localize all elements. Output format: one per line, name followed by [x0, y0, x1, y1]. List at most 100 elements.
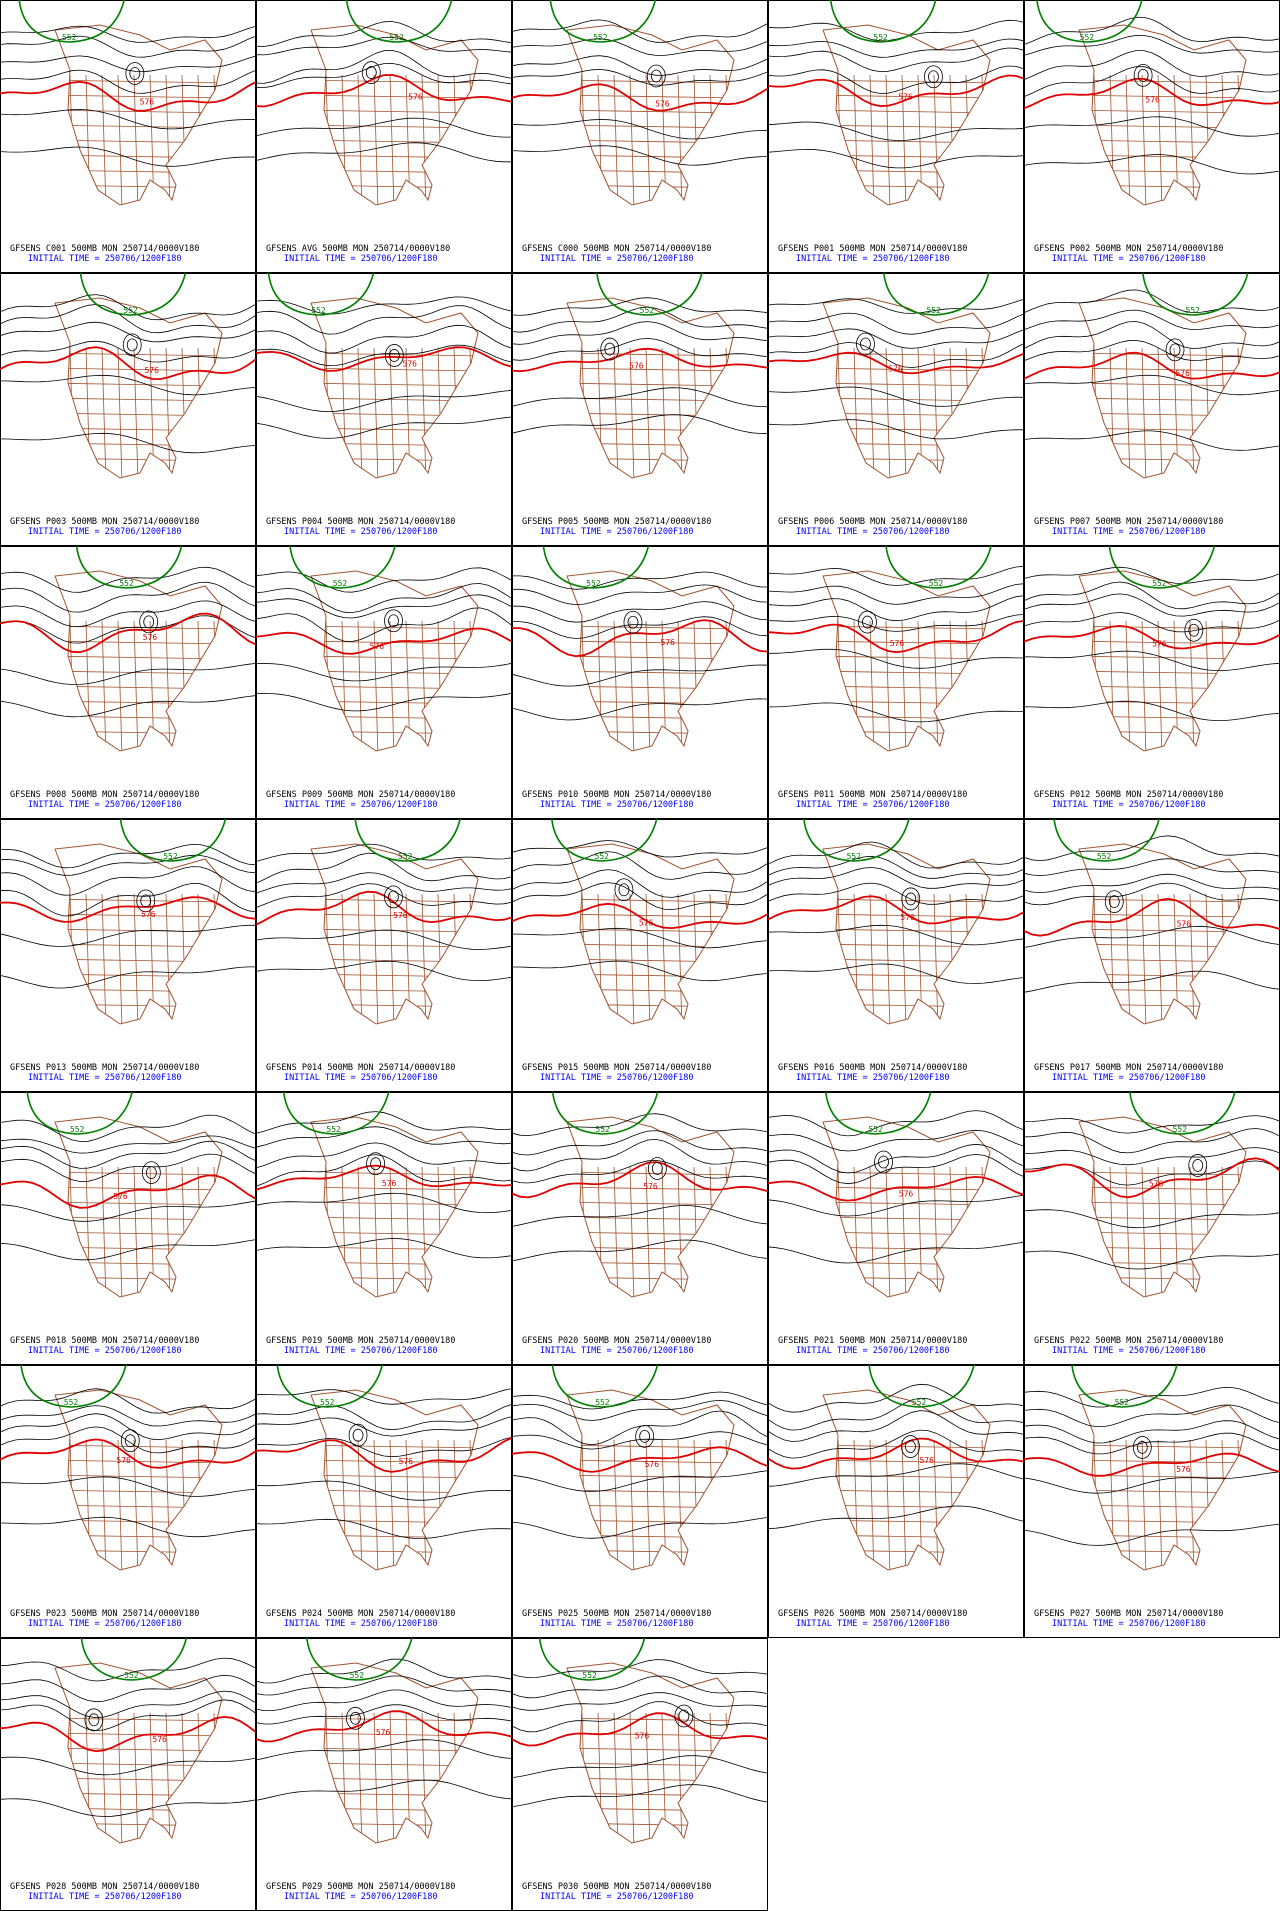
border	[933, 893, 939, 1024]
map-panel: 552 576 GFSENS P009 500MB MON 250714/0000V…	[255, 545, 513, 819]
contour-552	[289, 545, 396, 589]
contour	[1023, 970, 1280, 993]
coastline	[310, 297, 479, 479]
run-label: GFSENS P022 500MB MON 250714/0000V180	[1034, 1336, 1223, 1346]
contour-576	[511, 1161, 769, 1199]
closed-low	[388, 890, 399, 904]
contour	[767, 1410, 1025, 1442]
map-panel: 552 576 GFSENS P028 500MB MON 250714/0000V…	[0, 1637, 257, 1911]
border	[677, 893, 683, 1024]
init-time-label: INITIAL TIME = 250706/1200F180	[28, 800, 182, 810]
init-time-label: INITIAL TIME = 250706/1200F180	[1052, 1619, 1206, 1629]
border	[613, 1712, 619, 1843]
contour	[0, 432, 257, 454]
map-panel: 552 576 GFSENS P023 500MB MON 250714/0000V…	[0, 1364, 257, 1638]
panel-frame	[512, 546, 768, 819]
contour	[767, 583, 1025, 605]
border	[1157, 347, 1163, 478]
border	[133, 893, 139, 1024]
coastline	[310, 1389, 479, 1571]
contour	[511, 297, 769, 316]
contour	[767, 1397, 1025, 1431]
border	[869, 893, 875, 1024]
closed-low	[1137, 68, 1149, 82]
run-label: GFSENS P025 500MB MON 250714/0000V180	[522, 1609, 711, 1619]
map-panel: 552 576 GFSENS P011 500MB MON 250714/0000V…	[767, 545, 1025, 819]
contour	[255, 1436, 513, 1458]
coastline	[1078, 1389, 1247, 1571]
contour-552	[1053, 818, 1160, 862]
contour-label: 552	[927, 306, 942, 315]
run-label: GFSENS P014 500MB MON 250714/0000V180	[266, 1063, 455, 1073]
contour	[1023, 50, 1280, 81]
border	[645, 1439, 651, 1570]
border	[901, 347, 907, 478]
contour-552	[551, 1364, 659, 1408]
closed-low	[352, 1428, 364, 1442]
map-panel: 552 576 GFSENS P018 500MB MON 250714/0000V…	[0, 1091, 257, 1365]
contour	[511, 882, 769, 911]
border	[869, 347, 875, 478]
border	[885, 347, 891, 478]
contour-576	[255, 627, 513, 655]
init-time-label: INITIAL TIME = 250706/1200F180	[28, 1892, 182, 1902]
contour	[511, 698, 769, 721]
closed-low	[901, 1435, 920, 1458]
panel-frame	[512, 1638, 768, 1911]
contour	[512, 601, 769, 623]
closed-low	[858, 610, 877, 634]
contour-576	[255, 1710, 513, 1743]
contour	[255, 607, 513, 642]
contour	[0, 854, 257, 876]
border	[1125, 1439, 1131, 1570]
contour-label: 576	[635, 1732, 650, 1741]
closed-low	[365, 66, 377, 79]
contour-552	[551, 1091, 659, 1135]
contour-label: 576	[145, 366, 160, 375]
contour	[1023, 700, 1280, 721]
closed-low	[650, 69, 662, 83]
contour-label: 576	[639, 918, 654, 927]
map-panel: 552 576 GFSENS P026 500MB MON 250714/0000V…	[767, 1364, 1025, 1638]
init-time-label: INITIAL TIME = 250706/1200F180	[284, 1619, 438, 1629]
contour	[1023, 154, 1280, 175]
init-time-label: INITIAL TIME = 250706/1200F180	[796, 254, 950, 264]
coastline	[566, 24, 735, 206]
coastline	[1078, 1116, 1247, 1298]
border	[1157, 893, 1163, 1024]
border	[101, 893, 107, 1024]
contour	[767, 841, 1025, 869]
coastline	[566, 1116, 735, 1298]
run-label: GFSENS P017 500MB MON 250714/0000V180	[1034, 1063, 1223, 1073]
coastline	[54, 1389, 223, 1571]
panel-frame	[512, 273, 768, 546]
init-time-label: INITIAL TIME = 250706/1200F180	[796, 1619, 950, 1629]
border	[117, 74, 123, 205]
contour	[767, 1110, 1025, 1137]
contour	[0, 1239, 257, 1261]
contour	[511, 38, 769, 56]
contour	[767, 148, 1025, 169]
contour	[1023, 650, 1280, 671]
contour	[768, 702, 1025, 723]
init-time-label: INITIAL TIME = 250706/1200F180	[796, 1346, 950, 1356]
border	[101, 74, 107, 205]
contour	[767, 1463, 1025, 1487]
contour	[767, 65, 1025, 94]
contour-label: 552	[868, 1125, 883, 1134]
panel-frame	[512, 1365, 768, 1638]
contour-576	[0, 1174, 257, 1209]
contour-label: 552	[1152, 579, 1167, 588]
contour	[1023, 593, 1280, 617]
contour	[1024, 1147, 1280, 1166]
contour	[0, 340, 257, 363]
border	[421, 74, 427, 205]
border	[901, 74, 907, 205]
border	[1141, 893, 1147, 1024]
panel-frame	[1024, 819, 1280, 1092]
contour	[255, 1518, 513, 1539]
contour-label: 552	[1173, 1125, 1188, 1134]
contour	[767, 963, 1025, 984]
run-label: GFSENS P004 500MB MON 250714/0000V180	[266, 517, 455, 527]
panel-frame	[256, 819, 512, 1092]
